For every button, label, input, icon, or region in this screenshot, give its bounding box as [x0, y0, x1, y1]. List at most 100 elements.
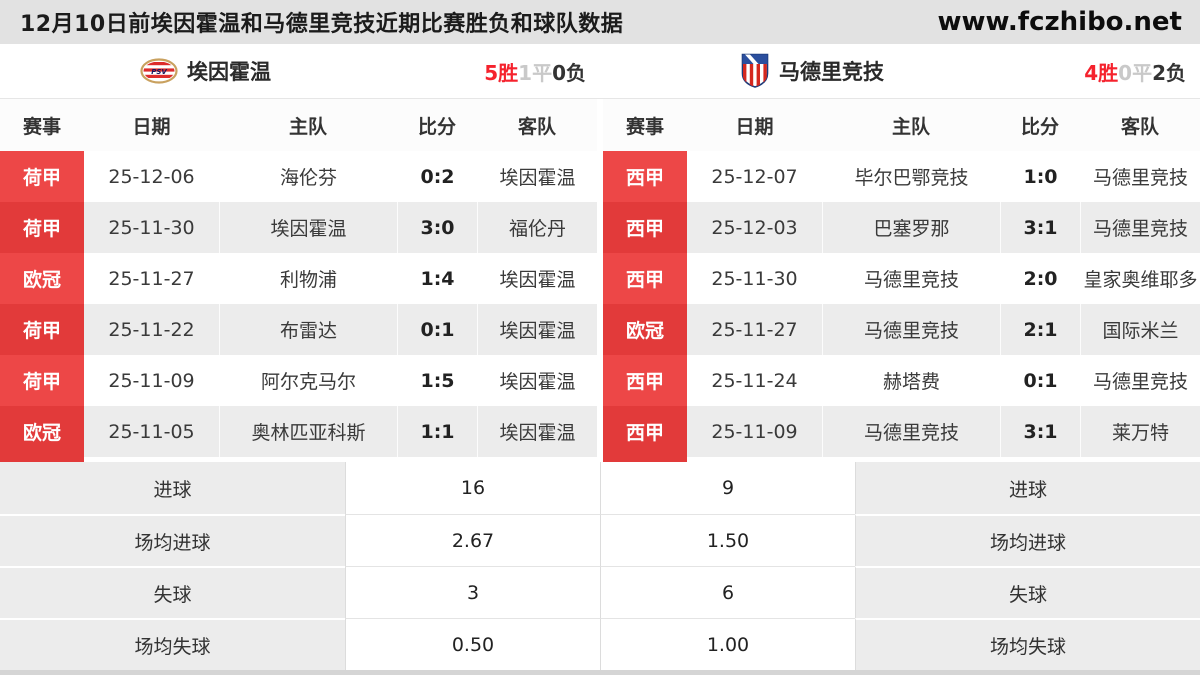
col-league: 赛事 [625, 115, 664, 138]
match-score: 3:1 [1000, 202, 1080, 253]
away-team: 福伦丹 [477, 202, 597, 253]
team-name-right: 马德里竞技 [779, 60, 884, 84]
match-date: 25-11-24 [711, 369, 798, 392]
match-date: 25-12-03 [711, 216, 798, 239]
league-badge: 荷甲 [0, 304, 84, 355]
table-header: 赛事 日期 主队 比分 客队 [603, 99, 1200, 151]
home-team: 埃因霍温 [219, 202, 397, 253]
away-team: 马德里竞技 [1080, 202, 1200, 253]
team-header-left: PSV 埃因霍温 5胜1平0负 [0, 44, 600, 98]
stat-label: 失球 [855, 566, 1200, 618]
match-table-left: 赛事 日期 主队 比分 客队 荷甲 25-12-06 海伦芬 0:2 埃因霍温 … [0, 99, 597, 457]
away-team: 皇家奥维耶多 [1080, 253, 1200, 304]
match-date: 25-12-07 [711, 165, 798, 188]
match-score: 2:1 [1000, 304, 1080, 355]
away-team: 埃因霍温 [477, 406, 597, 457]
match-score: 1:0 [1000, 151, 1080, 202]
match-row: 荷甲 25-11-09 阿尔克马尔 1:5 埃因霍温 [0, 355, 597, 406]
record-left: 5胜1平0负 [484, 57, 586, 86]
match-score: 3:1 [1000, 406, 1080, 457]
stat-value: 16 [345, 462, 600, 514]
match-row: 西甲 25-11-09 马德里竞技 3:1 莱万特 [603, 406, 1200, 457]
match-row: 荷甲 25-11-22 布雷达 0:1 埃因霍温 [0, 304, 597, 355]
stat-label: 场均失球 [855, 618, 1200, 670]
team-stats: 进球 16 场均进球 2.67 失球 3 场均失球 0.50 9 进球 [0, 462, 1200, 670]
col-home: 主队 [288, 115, 327, 138]
match-row: 西甲 25-12-07 毕尔巴鄂竞技 1:0 马德里竞技 [603, 151, 1200, 202]
match-date: 25-12-06 [108, 165, 195, 188]
record-wins: 4胜 [1084, 60, 1119, 85]
away-team: 马德里竞技 [1080, 355, 1200, 406]
stat-label: 失球 [0, 566, 345, 618]
match-row: 西甲 25-12-03 巴塞罗那 3:1 马德里竞技 [603, 202, 1200, 253]
col-home: 主队 [891, 115, 930, 138]
svg-text:PSV: PSV [151, 68, 167, 76]
match-score: 1:4 [397, 253, 477, 304]
match-date: 25-11-22 [108, 318, 195, 341]
league-badge: 西甲 [603, 406, 687, 457]
stat-label: 场均进球 [0, 514, 345, 566]
stat-value: 1.50 [600, 514, 855, 566]
match-score: 3:0 [397, 202, 477, 253]
col-date: 日期 [735, 115, 774, 138]
away-team: 埃因霍温 [477, 355, 597, 406]
league-badge: 欧冠 [0, 406, 84, 457]
table-divider [597, 99, 603, 457]
stats-right: 9 进球 1.50 场均进球 6 失球 1.00 场均失球 [600, 462, 1200, 670]
home-team: 马德里竞技 [822, 304, 1000, 355]
match-score: 0:1 [1000, 355, 1080, 406]
home-team: 奥林匹亚科斯 [219, 406, 397, 457]
league-badge: 欧冠 [603, 304, 687, 355]
table-body: 荷甲 25-12-06 海伦芬 0:2 埃因霍温 荷甲 25-11-30 埃因霍… [0, 151, 597, 457]
team-identity: PSV 埃因霍温 [140, 56, 271, 86]
league-badge: 西甲 [603, 253, 687, 304]
col-away: 客队 [517, 115, 556, 138]
home-team: 马德里竞技 [822, 253, 1000, 304]
stat-value: 6 [600, 566, 855, 618]
stats-left: 进球 16 场均进球 2.67 失球 3 场均失球 0.50 [0, 462, 600, 670]
home-team: 阿尔克马尔 [219, 355, 397, 406]
stat-row: 6 失球 [600, 566, 1200, 618]
league-badge: 荷甲 [0, 151, 84, 202]
stat-value: 3 [345, 566, 600, 618]
home-team: 布雷达 [219, 304, 397, 355]
record-wins: 5胜 [484, 60, 519, 85]
away-team: 国际米兰 [1080, 304, 1200, 355]
col-date: 日期 [132, 115, 171, 138]
home-team: 利物浦 [219, 253, 397, 304]
stat-value: 9 [600, 462, 855, 514]
psv-crest-icon: PSV [140, 58, 178, 84]
site-url: www.fczhibo.net [937, 7, 1182, 37]
record-draws: 1平 [518, 60, 553, 85]
stat-row: 1.50 场均进球 [600, 514, 1200, 566]
col-score: 比分 [417, 115, 456, 138]
record-draws: 0平 [1118, 60, 1153, 85]
match-date: 25-11-30 [108, 216, 195, 239]
col-league: 赛事 [22, 115, 61, 138]
match-date: 25-11-30 [711, 267, 798, 290]
match-score: 0:1 [397, 304, 477, 355]
match-date: 25-11-09 [108, 369, 195, 392]
match-row: 欧冠 25-11-27 利物浦 1:4 埃因霍温 [0, 253, 597, 304]
match-score: 1:1 [397, 406, 477, 457]
stat-label: 进球 [0, 462, 345, 514]
match-date: 25-11-27 [711, 318, 798, 341]
col-away: 客队 [1120, 115, 1159, 138]
league-column-stub [603, 457, 687, 462]
page-bottom-strip [0, 670, 1200, 675]
league-badge: 荷甲 [0, 202, 84, 253]
stat-row: 1.00 场均失球 [600, 618, 1200, 670]
league-badge: 西甲 [603, 151, 687, 202]
match-table-right: 赛事 日期 主队 比分 客队 西甲 25-12-07 毕尔巴鄂竞技 1:0 马德… [603, 99, 1200, 457]
away-team: 埃因霍温 [477, 304, 597, 355]
record-right: 4胜0平2负 [1084, 57, 1186, 86]
league-column-stub [0, 457, 84, 462]
match-row: 欧冠 25-11-27 马德里竞技 2:1 国际米兰 [603, 304, 1200, 355]
away-team: 莱万特 [1080, 406, 1200, 457]
atletico-crest-icon [741, 53, 769, 88]
match-tables: 赛事 日期 主队 比分 客队 荷甲 25-12-06 海伦芬 0:2 埃因霍温 … [0, 98, 1200, 457]
stat-row: 场均失球 0.50 [0, 618, 600, 670]
stat-value: 1.00 [600, 618, 855, 670]
team-identity: 马德里竞技 [740, 52, 884, 90]
match-date: 25-11-09 [711, 420, 798, 443]
